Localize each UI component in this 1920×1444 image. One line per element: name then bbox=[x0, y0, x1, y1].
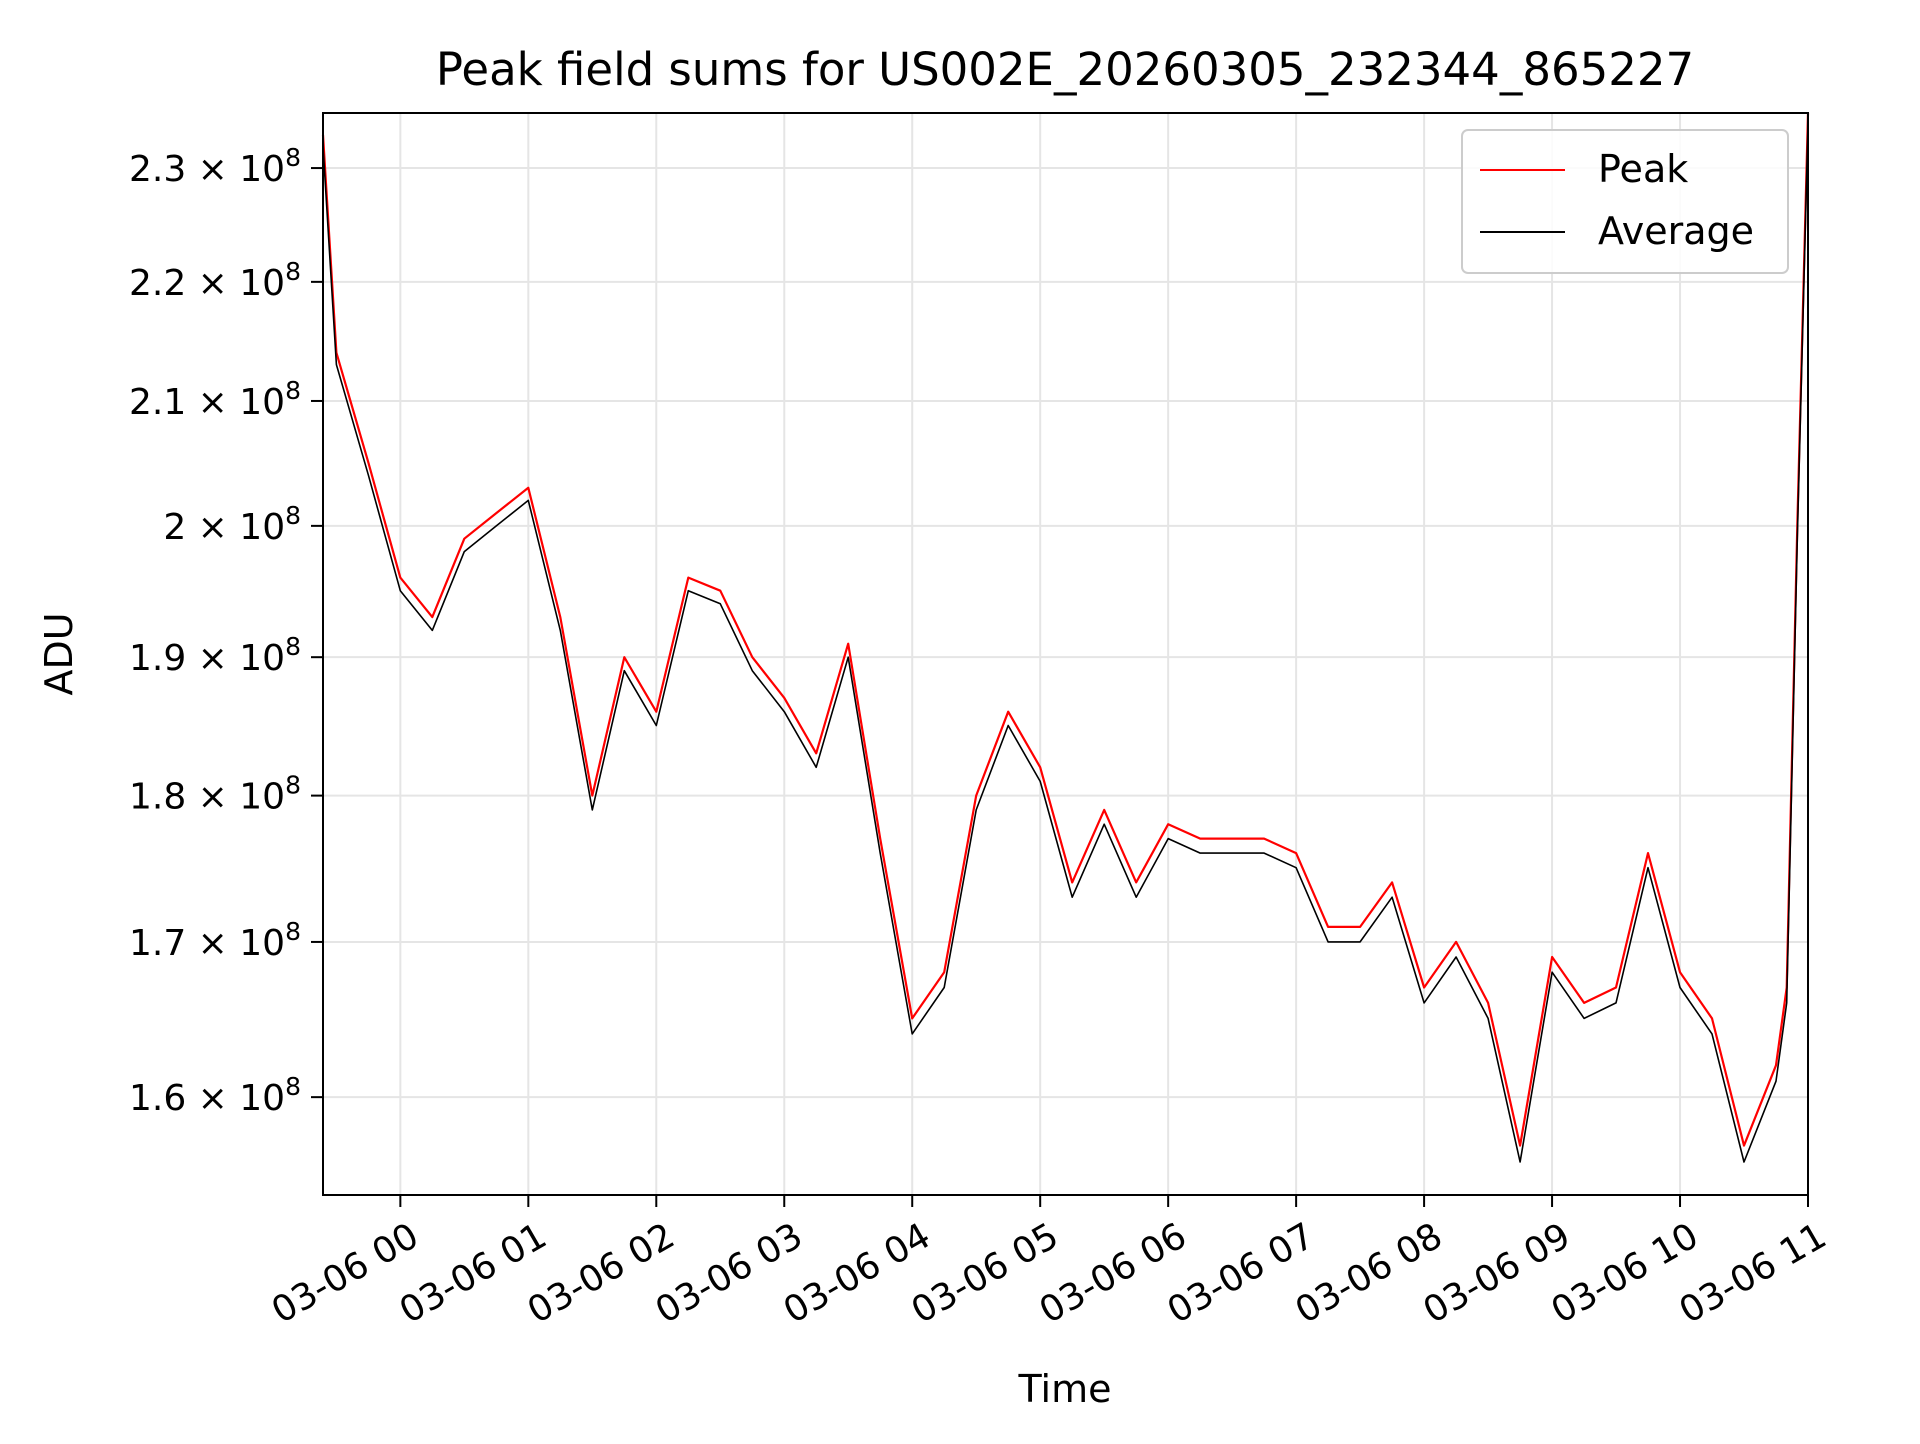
x-tick-label: 03-06 11 bbox=[1673, 1215, 1834, 1331]
plot-frame bbox=[322, 112, 1809, 1196]
y-tick-label: 2.2 × 108 bbox=[129, 257, 301, 304]
x-tick-label: 03-06 04 bbox=[777, 1215, 938, 1331]
x-tick-label: 03-06 03 bbox=[649, 1215, 810, 1331]
y-tick-label: 1.9 × 108 bbox=[129, 632, 301, 679]
series-lines bbox=[321, 112, 1810, 1163]
x-tick-label: 03-06 10 bbox=[1545, 1215, 1706, 1331]
x-tick-label: 03-06 05 bbox=[905, 1215, 1066, 1331]
legend-label-peak: Peak bbox=[1598, 147, 1688, 191]
legend-box bbox=[1461, 129, 1789, 274]
chart-title: Peak field sums for US002E_20260305_2323… bbox=[436, 43, 1694, 96]
y-tick-label: 2.1 × 108 bbox=[129, 376, 301, 423]
series-line-peak bbox=[321, 112, 1810, 1147]
x-tick-label: 03-06 09 bbox=[1417, 1215, 1578, 1331]
x-tick-label: 03-06 01 bbox=[393, 1215, 554, 1331]
legend-label-average: Average bbox=[1598, 209, 1754, 253]
y-tick-label: 2.3 × 108 bbox=[129, 143, 301, 190]
x-tick-label: 03-06 08 bbox=[1289, 1215, 1450, 1331]
y-tick-label: 2 × 108 bbox=[163, 501, 301, 548]
y-axis-label: ADU bbox=[37, 612, 81, 695]
x-tick-label: 03-06 06 bbox=[1033, 1215, 1194, 1331]
x-tick-label: 03-06 02 bbox=[521, 1215, 682, 1331]
legend: Peak Average bbox=[1461, 129, 1789, 274]
grid bbox=[323, 113, 1809, 1195]
y-tick-label: 1.8 × 108 bbox=[129, 771, 301, 818]
series-line-average bbox=[322, 123, 1809, 1163]
x-tick-label: 03-06 00 bbox=[265, 1215, 426, 1331]
y-tick-label: 1.6 × 108 bbox=[129, 1072, 301, 1119]
y-tick-label: 1.7 × 108 bbox=[129, 917, 301, 964]
x-tick-label: 03-06 07 bbox=[1161, 1215, 1322, 1331]
x-axis-label: Time bbox=[1018, 1367, 1112, 1411]
